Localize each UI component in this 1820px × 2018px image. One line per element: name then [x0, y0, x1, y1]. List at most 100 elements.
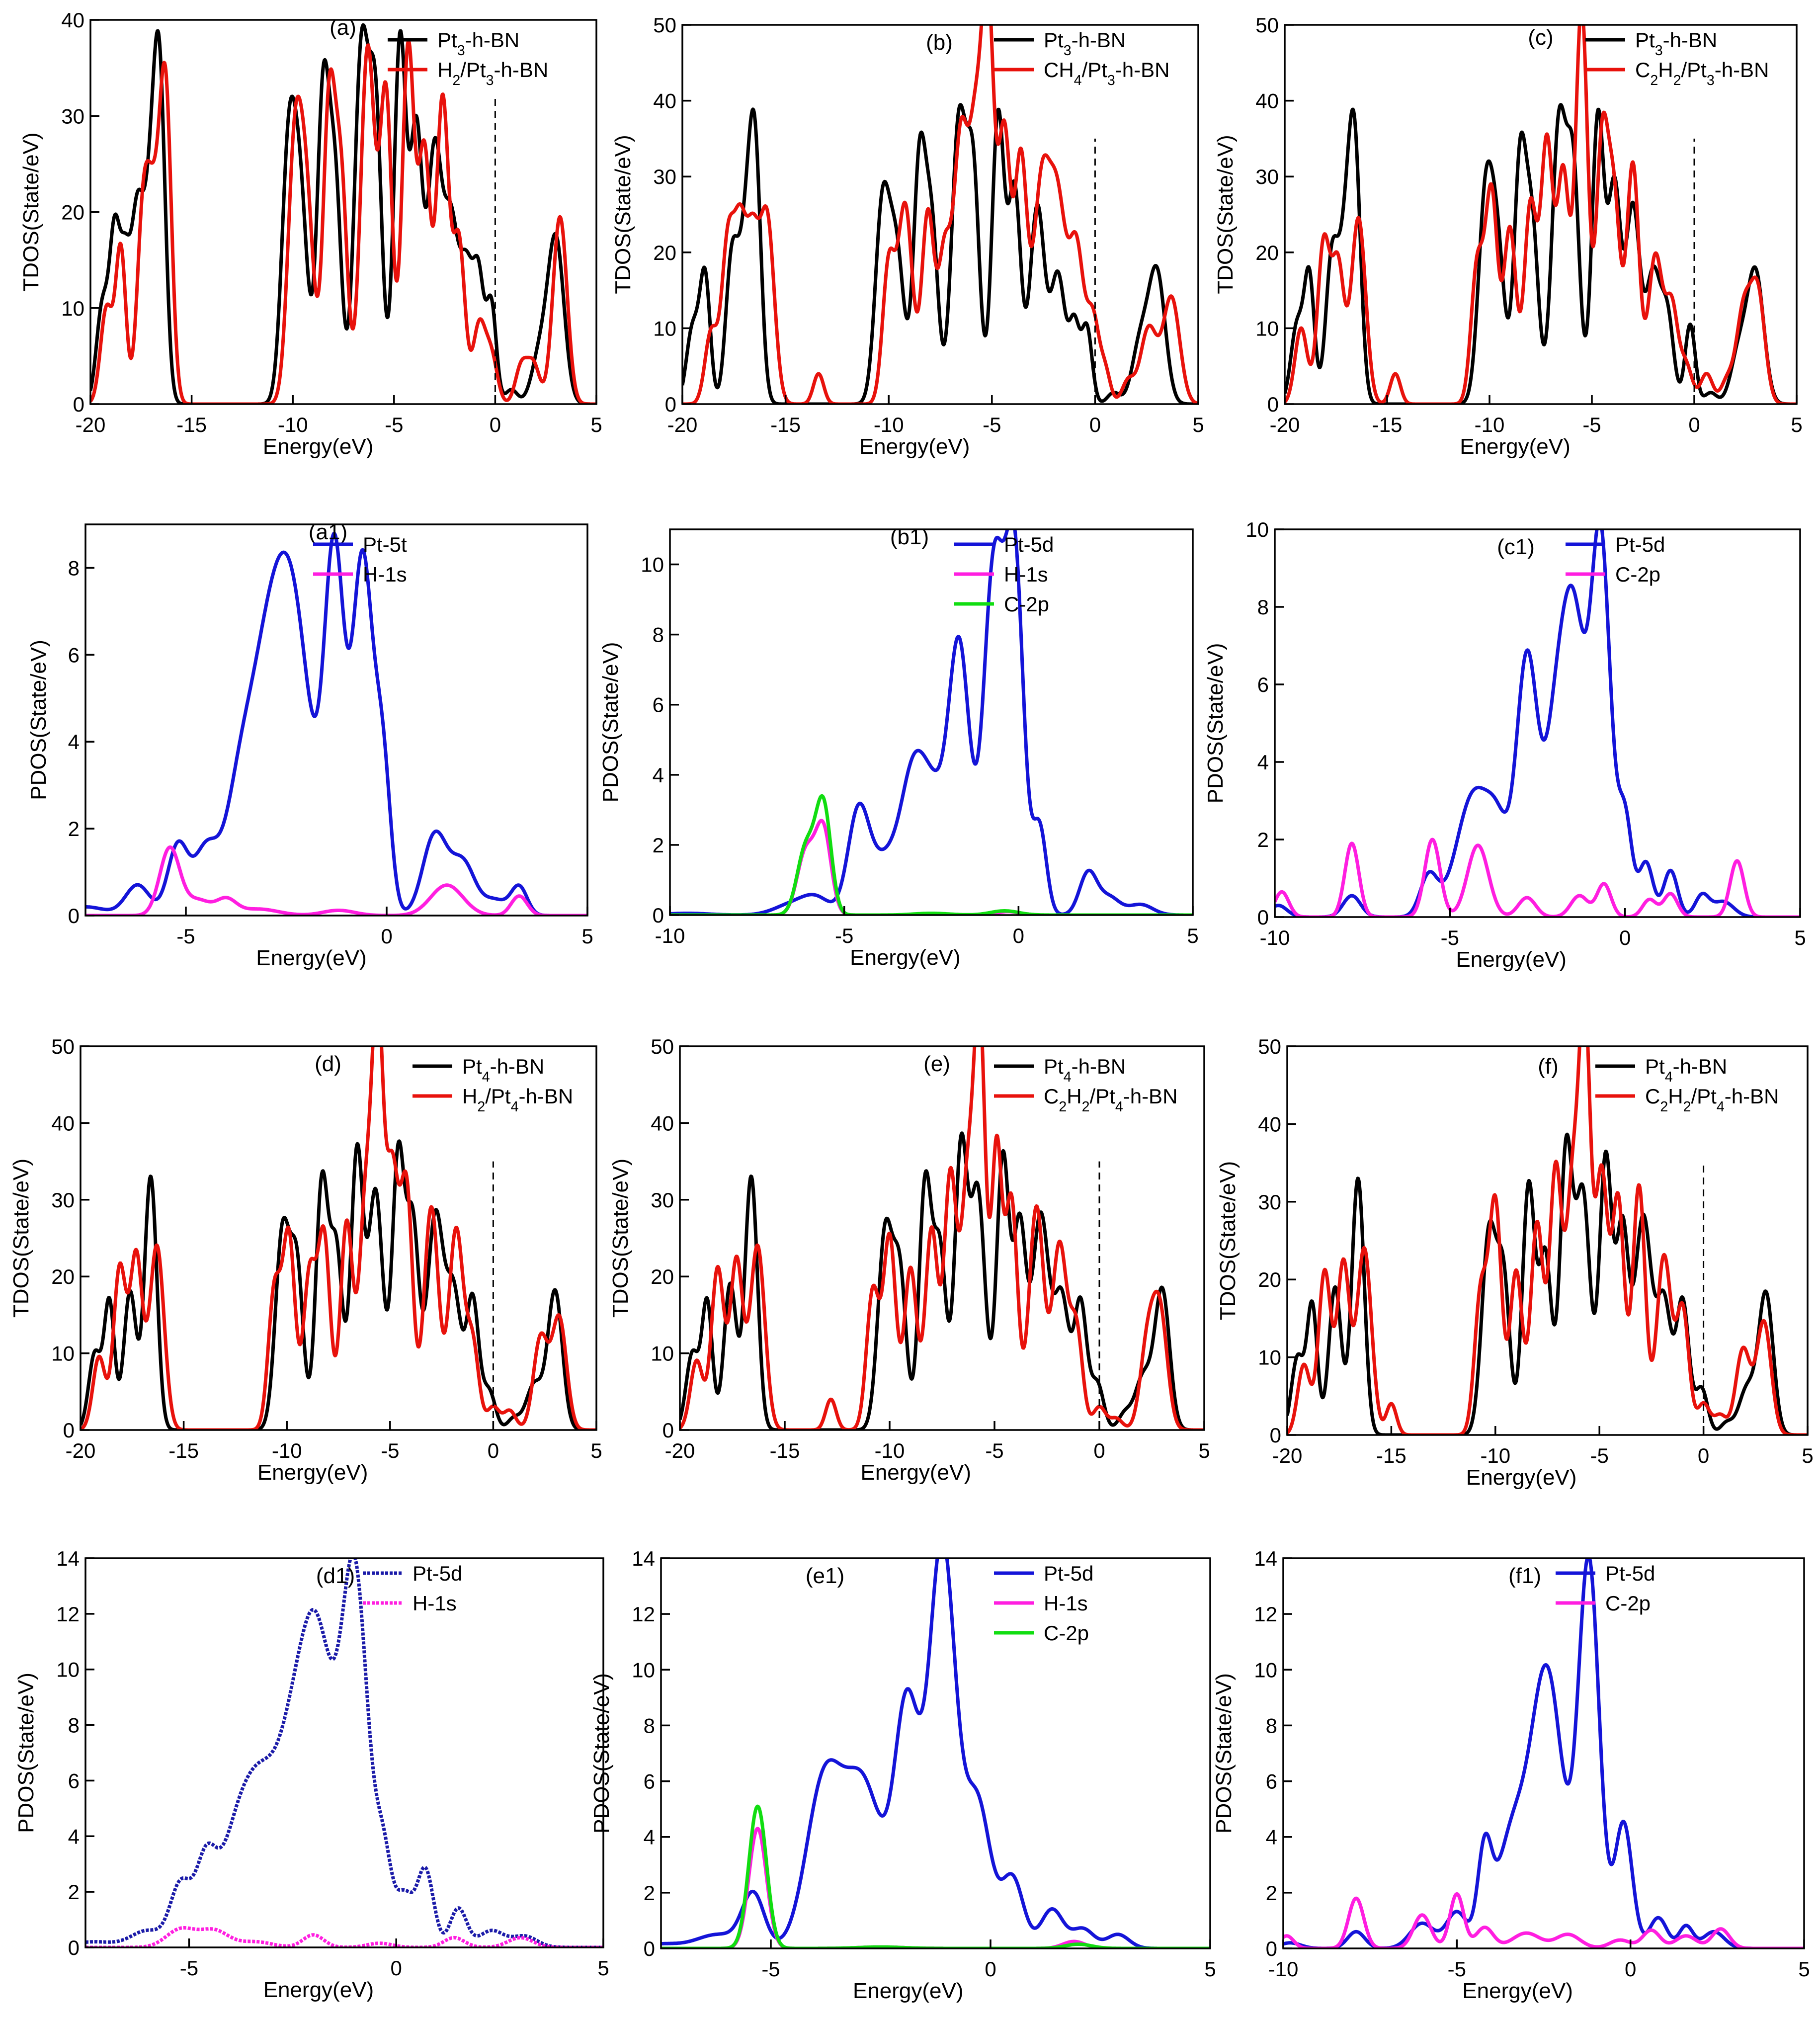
y-tick-label: 30: [1255, 165, 1279, 188]
y-tick-label: 10: [51, 1342, 75, 1365]
x-tick-label: 0: [1698, 1444, 1709, 1467]
legend-entry: CH4/Pt3-h-BN: [1044, 58, 1170, 88]
x-tick-label: -15: [168, 1439, 199, 1462]
y-axis-label: PDOS(State/eV): [26, 640, 51, 800]
legend-entry: C-2p: [1615, 563, 1660, 586]
x-tick-label: -20: [667, 413, 698, 436]
series-line-e1-1: [661, 1827, 1210, 1948]
y-tick-label: 2: [644, 1881, 655, 1905]
series-line-e1-2: [661, 1804, 1210, 1948]
y-tick-label: 30: [651, 1188, 674, 1212]
x-tick-label: -20: [76, 413, 106, 436]
x-tick-label: -5: [1441, 926, 1459, 949]
x-tick-label: 5: [581, 925, 593, 948]
y-tick-label: 4: [68, 1825, 80, 1848]
y-tick-label: 10: [1245, 518, 1269, 541]
y-tick-label: 12: [56, 1602, 80, 1626]
chart-e1: -5 0 5 0 2 4 6 8 10 12 14 Energy(eV) PDOS(State/eV) P…: [589, 1547, 1216, 2003]
x-tick-label: -20: [665, 1439, 695, 1462]
x-axis-label: Energy(eV): [257, 1460, 368, 1485]
y-tick-label: 50: [51, 1035, 75, 1058]
legend-entry: C2H2/Pt4-h-BN: [1645, 1085, 1779, 1115]
y-tick-label: 20: [51, 1265, 75, 1288]
x-tick-label: 0: [985, 1957, 996, 1981]
y-tick-label: 10: [651, 1342, 674, 1365]
x-axis-label: Energy(eV): [1466, 1465, 1577, 1490]
series-line-f1-1: [1283, 1892, 1804, 1948]
y-axis-label: TDOS(State/eV): [9, 1159, 33, 1318]
x-tick-label: 5: [1798, 1957, 1810, 1981]
x-axis-label: Energy(eV): [850, 945, 961, 970]
x-tick-label: -15: [176, 413, 207, 436]
y-axis-label: PDOS(State/eV): [1212, 1673, 1236, 1834]
legend-entry: Pt3-h-BN: [1044, 28, 1126, 59]
y-tick-label: 20: [1255, 241, 1279, 264]
y-tick-label: 6: [653, 693, 664, 717]
y-tick-label: 10: [1254, 1658, 1277, 1682]
chart-b1: -10 -5 0 5 0 2 4 6 8 10 Energy(eV) PDOS(State/eV) (b…: [598, 525, 1199, 970]
y-tick-label: 40: [651, 1111, 674, 1135]
chart-d1: -5 0 5 0 2 4 6 8 10 12 14 Energy(eV) PDOS(State/eV) (…: [14, 1547, 609, 2002]
y-tick-label: 4: [1266, 1826, 1277, 1849]
panel-label: (d): [315, 1052, 341, 1076]
series-line-c1-0: [1275, 529, 1800, 917]
series-line-b1-0: [670, 529, 1193, 915]
x-axis-label: Energy(eV): [263, 434, 374, 459]
y-tick-label: 30: [1258, 1190, 1281, 1214]
y-axis-label: TDOS(State/eV): [19, 132, 43, 291]
y-tick-label: 4: [644, 1826, 655, 1849]
y-tick-label: 0: [63, 1419, 75, 1442]
series-line-e-1: [680, 1046, 1204, 1430]
y-tick-label: 6: [68, 643, 80, 667]
panel-label: (f): [1538, 1054, 1559, 1079]
series-line-e-0: [680, 1131, 1204, 1430]
x-tick-label: 5: [1192, 413, 1204, 436]
chart-d: -20 -15 -10 -5 0 501020304050Energy(eV)TDOS(S…: [9, 1035, 602, 1485]
series-line-b1-1: [670, 819, 1193, 915]
x-axis-label: Energy(eV): [1462, 1979, 1573, 2003]
x-tick-label: 5: [1198, 1439, 1210, 1462]
x-tick-label: 0: [1089, 413, 1101, 436]
y-axis-label: TDOS(State/eV): [1213, 135, 1238, 294]
x-tick-label: -5: [176, 925, 195, 948]
y-tick-label: 6: [68, 1769, 80, 1792]
y-tick-label: 8: [1257, 595, 1269, 619]
x-tick-label: 5: [597, 1956, 609, 1980]
panel-label: (b): [926, 30, 953, 55]
legend-entry: H-1s: [1044, 1592, 1088, 1615]
y-tick-label: 8: [1266, 1714, 1277, 1737]
series-line-c1-1: [1275, 838, 1800, 917]
legend-entry: H-1s: [363, 563, 407, 586]
x-tick-label: -10: [875, 1439, 905, 1462]
plot-frame-f1: [1282, 1557, 1805, 1949]
x-tick-label: 0: [1625, 1957, 1636, 1981]
legend-entry: Pt-5d: [1615, 533, 1665, 556]
series-line-d1-0: [85, 1558, 603, 1947]
x-tick-label: -15: [770, 1439, 800, 1462]
y-tick-label: 50: [1255, 13, 1279, 37]
y-tick-label: 14: [1254, 1547, 1277, 1570]
y-tick-label: 8: [653, 623, 664, 647]
y-tick-label: 14: [632, 1547, 655, 1570]
x-tick-label: -10: [1480, 1444, 1510, 1467]
x-tick-label: -5: [1590, 1444, 1609, 1467]
y-tick-label: 2: [1266, 1881, 1277, 1905]
plot-frame-d: [80, 1045, 597, 1431]
y-tick-label: 20: [653, 241, 676, 264]
y-tick-label: 0: [644, 1937, 655, 1960]
x-tick-label: 5: [590, 413, 602, 436]
x-tick-label: -10: [272, 1439, 302, 1462]
y-tick-label: 0: [665, 393, 676, 416]
x-tick-label: 0: [488, 1439, 499, 1462]
x-tick-label: -5: [1448, 1957, 1466, 1981]
x-tick-label: -15: [1376, 1444, 1406, 1467]
panel-label: (c1): [1497, 535, 1535, 559]
y-tick-label: 4: [653, 763, 664, 787]
y-axis-label: PDOS(State/eV): [14, 1673, 38, 1833]
panel-label: (e): [923, 1052, 950, 1076]
chart-c1: -10 -5 0 5 0 2 4 6 8 10 Energy(eV) PDOS(State/eV) (c…: [1203, 518, 1806, 972]
y-tick-label: 50: [651, 1035, 674, 1058]
x-tick-label: -5: [381, 1439, 399, 1462]
x-tick-label: -5: [835, 924, 853, 947]
y-tick-label: 20: [651, 1265, 674, 1288]
